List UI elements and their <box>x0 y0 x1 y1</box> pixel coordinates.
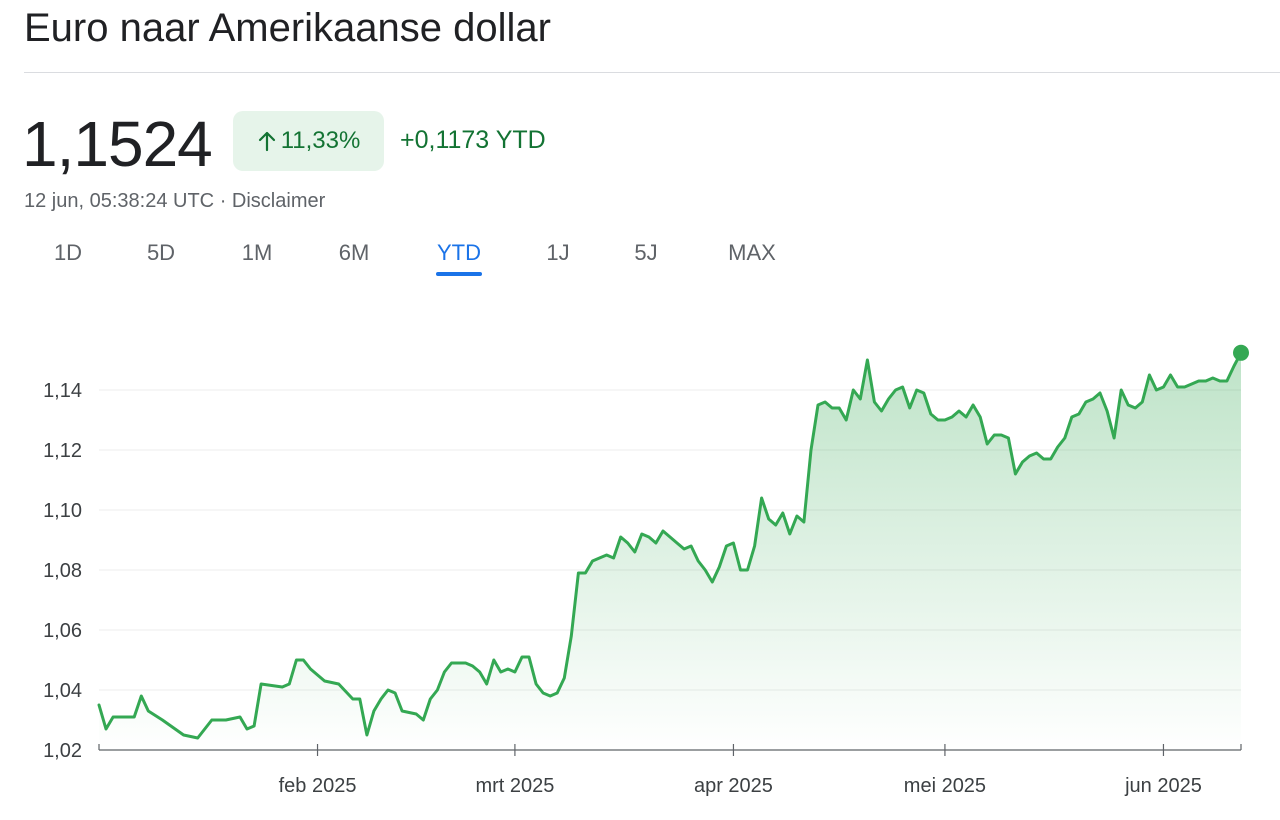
y-tick-label: 1,08 <box>43 560 82 582</box>
disclaimer-link[interactable]: Disclaimer <box>231 190 326 212</box>
change-badge: 11,33% <box>233 111 384 171</box>
page-title: Euro naar Amerikaanse dollar <box>24 6 551 50</box>
current-rate: 1,1524 <box>22 108 213 180</box>
x-tick-label: mrt 2025 <box>475 775 554 797</box>
x-tick-label: feb 2025 <box>279 775 357 797</box>
separator: · <box>219 190 227 212</box>
header-divider <box>24 72 1280 73</box>
latest-value-dot[interactable] <box>1233 344 1249 361</box>
tab-6m[interactable]: 6M <box>338 240 370 265</box>
y-tick-label: 1,02 <box>43 740 82 762</box>
y-tick-label: 1,12 <box>43 440 82 462</box>
active-tab-indicator <box>436 272 482 276</box>
x-tick-label: mei 2025 <box>904 775 986 797</box>
change-percent: 11,33% <box>280 127 361 154</box>
tab-1j[interactable]: 1J <box>546 240 570 265</box>
arrow-up-icon <box>257 130 277 152</box>
timestamp: 12 jun, 05:38:24 UTC <box>24 190 215 212</box>
tab-5j[interactable]: 5J <box>634 240 658 265</box>
y-tick-label: 1,10 <box>43 500 82 522</box>
y-tick-label: 1,06 <box>43 620 82 642</box>
series-line <box>97 351 1243 740</box>
x-tick-label: jun 2025 <box>1124 775 1202 797</box>
tab-5d[interactable]: 5D <box>146 240 176 265</box>
range-tabs: 1D 5D 1M 6M YTD 1J 5J MAX <box>0 236 820 280</box>
y-tick-label: 1,14 <box>43 380 82 402</box>
timestamp-line: 12 jun, 05:38:24 UTC · Disclaimer <box>24 188 325 214</box>
tab-max[interactable]: MAX <box>728 240 776 265</box>
change-value: +0,1173 YTD <box>400 126 546 154</box>
series-area-fill <box>99 352 1241 750</box>
tab-ytd[interactable]: YTD <box>437 240 481 265</box>
tab-1d[interactable]: 1D <box>53 240 83 265</box>
tab-1m[interactable]: 1M <box>241 240 273 265</box>
y-tick-label: 1,04 <box>43 680 82 702</box>
x-tick-label: apr 2025 <box>694 775 773 797</box>
